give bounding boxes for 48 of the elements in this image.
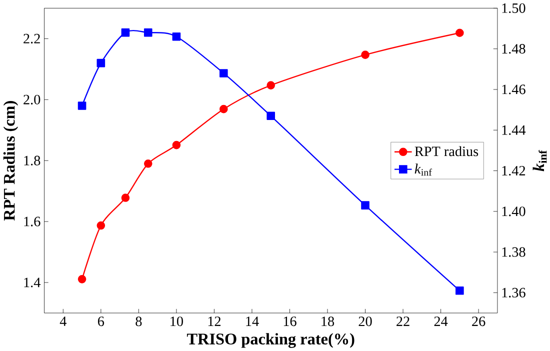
point [172, 32, 181, 41]
x-axis-title: TRISO packing rate(%) [186, 332, 354, 348]
x-tick-label: 24 [434, 316, 448, 326]
point [78, 101, 86, 110]
y2-tick-label: 1.46 [502, 84, 526, 94]
y-tick-label: 2.2 [24, 34, 40, 44]
y2-tick-label: 1.48 [502, 44, 526, 54]
x-tick-label: 20 [358, 316, 372, 326]
x-tick-label: 26 [472, 316, 486, 326]
point [220, 104, 228, 114]
point [96, 58, 106, 68]
x-tick-label: 22 [396, 316, 410, 326]
point [78, 274, 86, 284]
y-tick-label: 2.0 [24, 94, 40, 104]
y-tick-label: 1.8 [24, 156, 40, 166]
y2-tick-label: 1.40 [502, 206, 526, 216]
point [121, 28, 130, 37]
y2-axis-title: k$_{inf}$ [532, 150, 547, 172]
point [220, 68, 228, 78]
legend-label: k$_{inf}$ [414, 163, 432, 176]
x-tick-label: 18 [322, 316, 334, 326]
y2-tick-label: 1.50 [502, 3, 526, 13]
x-tick-label: 6 [98, 316, 104, 326]
legend-label: RPT radius [414, 146, 478, 156]
x-tick-label: 14 [246, 316, 259, 326]
y2-tick-label: 1.44 [502, 125, 526, 135]
point [144, 28, 152, 37]
point [361, 50, 370, 59]
point [456, 28, 464, 37]
point [172, 140, 181, 150]
y2-tick-label: 1.42 [502, 166, 526, 176]
x-tick-label: 4 [60, 316, 66, 326]
point [266, 81, 276, 90]
y2-tick-label: 1.36 [502, 288, 526, 298]
x-tick-label: 8 [136, 316, 142, 326]
point [456, 286, 464, 295]
point [361, 201, 370, 210]
point [266, 112, 276, 120]
point [96, 221, 106, 230]
x-tick-label: 16 [284, 316, 296, 326]
x-tick-label: 12 [208, 316, 221, 326]
point [144, 159, 152, 168]
y2-tick-label: 1.38 [502, 247, 526, 257]
y-tick-label: 1.4 [24, 278, 40, 288]
y-tick-label: 1.6 [24, 216, 40, 226]
y-axis-title: RPT Radius (cm) [3, 100, 18, 220]
x-tick-label: 10 [170, 316, 183, 326]
point [121, 193, 130, 202]
